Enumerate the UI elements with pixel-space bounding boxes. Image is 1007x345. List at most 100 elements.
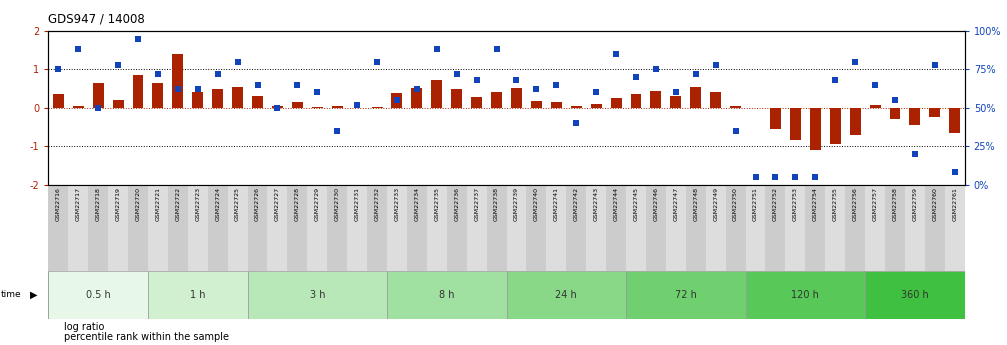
- Bar: [666, 185, 686, 271]
- Text: GSM22749: GSM22749: [713, 187, 718, 221]
- Text: GSM22740: GSM22740: [534, 187, 539, 221]
- Text: GSM22755: GSM22755: [833, 187, 838, 221]
- Bar: [531, 101, 542, 108]
- Point: [608, 51, 624, 57]
- Bar: [387, 271, 507, 319]
- Bar: [905, 185, 924, 271]
- Bar: [292, 102, 303, 108]
- Bar: [471, 97, 482, 108]
- Bar: [591, 104, 601, 108]
- Text: GSM22720: GSM22720: [136, 187, 141, 221]
- Point: [488, 47, 505, 52]
- Point: [449, 71, 465, 77]
- Bar: [287, 185, 307, 271]
- Bar: [909, 108, 920, 125]
- Text: GSM22732: GSM22732: [375, 187, 380, 221]
- Bar: [232, 87, 243, 108]
- Text: GSM22757: GSM22757: [872, 187, 877, 221]
- Bar: [850, 108, 861, 135]
- Text: GSM22746: GSM22746: [654, 187, 659, 221]
- Text: GSM22744: GSM22744: [613, 187, 618, 221]
- Point: [209, 71, 226, 77]
- Bar: [331, 106, 342, 108]
- Point: [150, 71, 166, 77]
- Point: [70, 47, 87, 52]
- Bar: [885, 185, 905, 271]
- Bar: [207, 185, 228, 271]
- Bar: [187, 185, 207, 271]
- Text: GSM22736: GSM22736: [454, 187, 459, 221]
- Text: 3 h: 3 h: [309, 290, 325, 300]
- Bar: [113, 100, 124, 108]
- Bar: [606, 185, 626, 271]
- Bar: [651, 91, 662, 108]
- Bar: [889, 108, 900, 119]
- Text: 360 h: 360 h: [901, 290, 928, 300]
- Bar: [212, 89, 224, 108]
- Bar: [148, 185, 168, 271]
- Bar: [745, 271, 865, 319]
- Text: 1 h: 1 h: [190, 290, 205, 300]
- Text: GSM22751: GSM22751: [753, 187, 758, 221]
- Point: [389, 97, 405, 103]
- Bar: [368, 185, 387, 271]
- Bar: [547, 185, 566, 271]
- Bar: [451, 89, 462, 108]
- Text: GSM22728: GSM22728: [295, 187, 300, 221]
- Point: [588, 90, 604, 95]
- Point: [529, 87, 545, 92]
- Text: GSM22735: GSM22735: [434, 187, 439, 221]
- Point: [309, 90, 325, 95]
- Bar: [706, 185, 726, 271]
- Bar: [789, 108, 801, 140]
- Bar: [566, 185, 586, 271]
- Text: GSM22727: GSM22727: [275, 187, 280, 221]
- Bar: [447, 185, 466, 271]
- Bar: [327, 185, 347, 271]
- Text: GSM22756: GSM22756: [853, 187, 858, 221]
- Point: [926, 62, 943, 68]
- Point: [289, 82, 305, 88]
- Bar: [93, 83, 104, 108]
- Bar: [392, 93, 403, 108]
- Bar: [511, 88, 522, 108]
- Text: log ratio: log ratio: [64, 322, 105, 332]
- Text: GSM22743: GSM22743: [594, 187, 599, 221]
- Bar: [307, 185, 327, 271]
- Point: [250, 82, 266, 88]
- Text: GSM22739: GSM22739: [514, 187, 519, 221]
- Bar: [730, 106, 741, 108]
- Bar: [810, 108, 821, 150]
- Point: [329, 128, 345, 134]
- Bar: [626, 271, 745, 319]
- Bar: [686, 185, 706, 271]
- Bar: [586, 185, 606, 271]
- Bar: [865, 271, 965, 319]
- Text: GDS947 / 14008: GDS947 / 14008: [48, 12, 145, 25]
- Bar: [865, 185, 885, 271]
- Bar: [387, 185, 407, 271]
- Text: GSM22754: GSM22754: [813, 187, 818, 221]
- Bar: [466, 185, 486, 271]
- Bar: [52, 95, 63, 108]
- Bar: [312, 107, 323, 108]
- Bar: [268, 185, 287, 271]
- Point: [90, 105, 106, 110]
- Text: 72 h: 72 h: [675, 290, 697, 300]
- Bar: [48, 185, 68, 271]
- Bar: [826, 185, 845, 271]
- Bar: [785, 185, 806, 271]
- Text: GSM22719: GSM22719: [116, 187, 121, 221]
- Bar: [48, 271, 148, 319]
- Bar: [945, 185, 965, 271]
- Point: [189, 87, 205, 92]
- Text: time: time: [1, 290, 21, 299]
- Bar: [491, 92, 502, 108]
- Bar: [571, 106, 582, 108]
- Point: [509, 77, 525, 83]
- Text: GSM22734: GSM22734: [414, 187, 419, 221]
- Point: [170, 87, 186, 92]
- Point: [349, 102, 366, 108]
- Bar: [248, 271, 387, 319]
- Bar: [372, 107, 383, 108]
